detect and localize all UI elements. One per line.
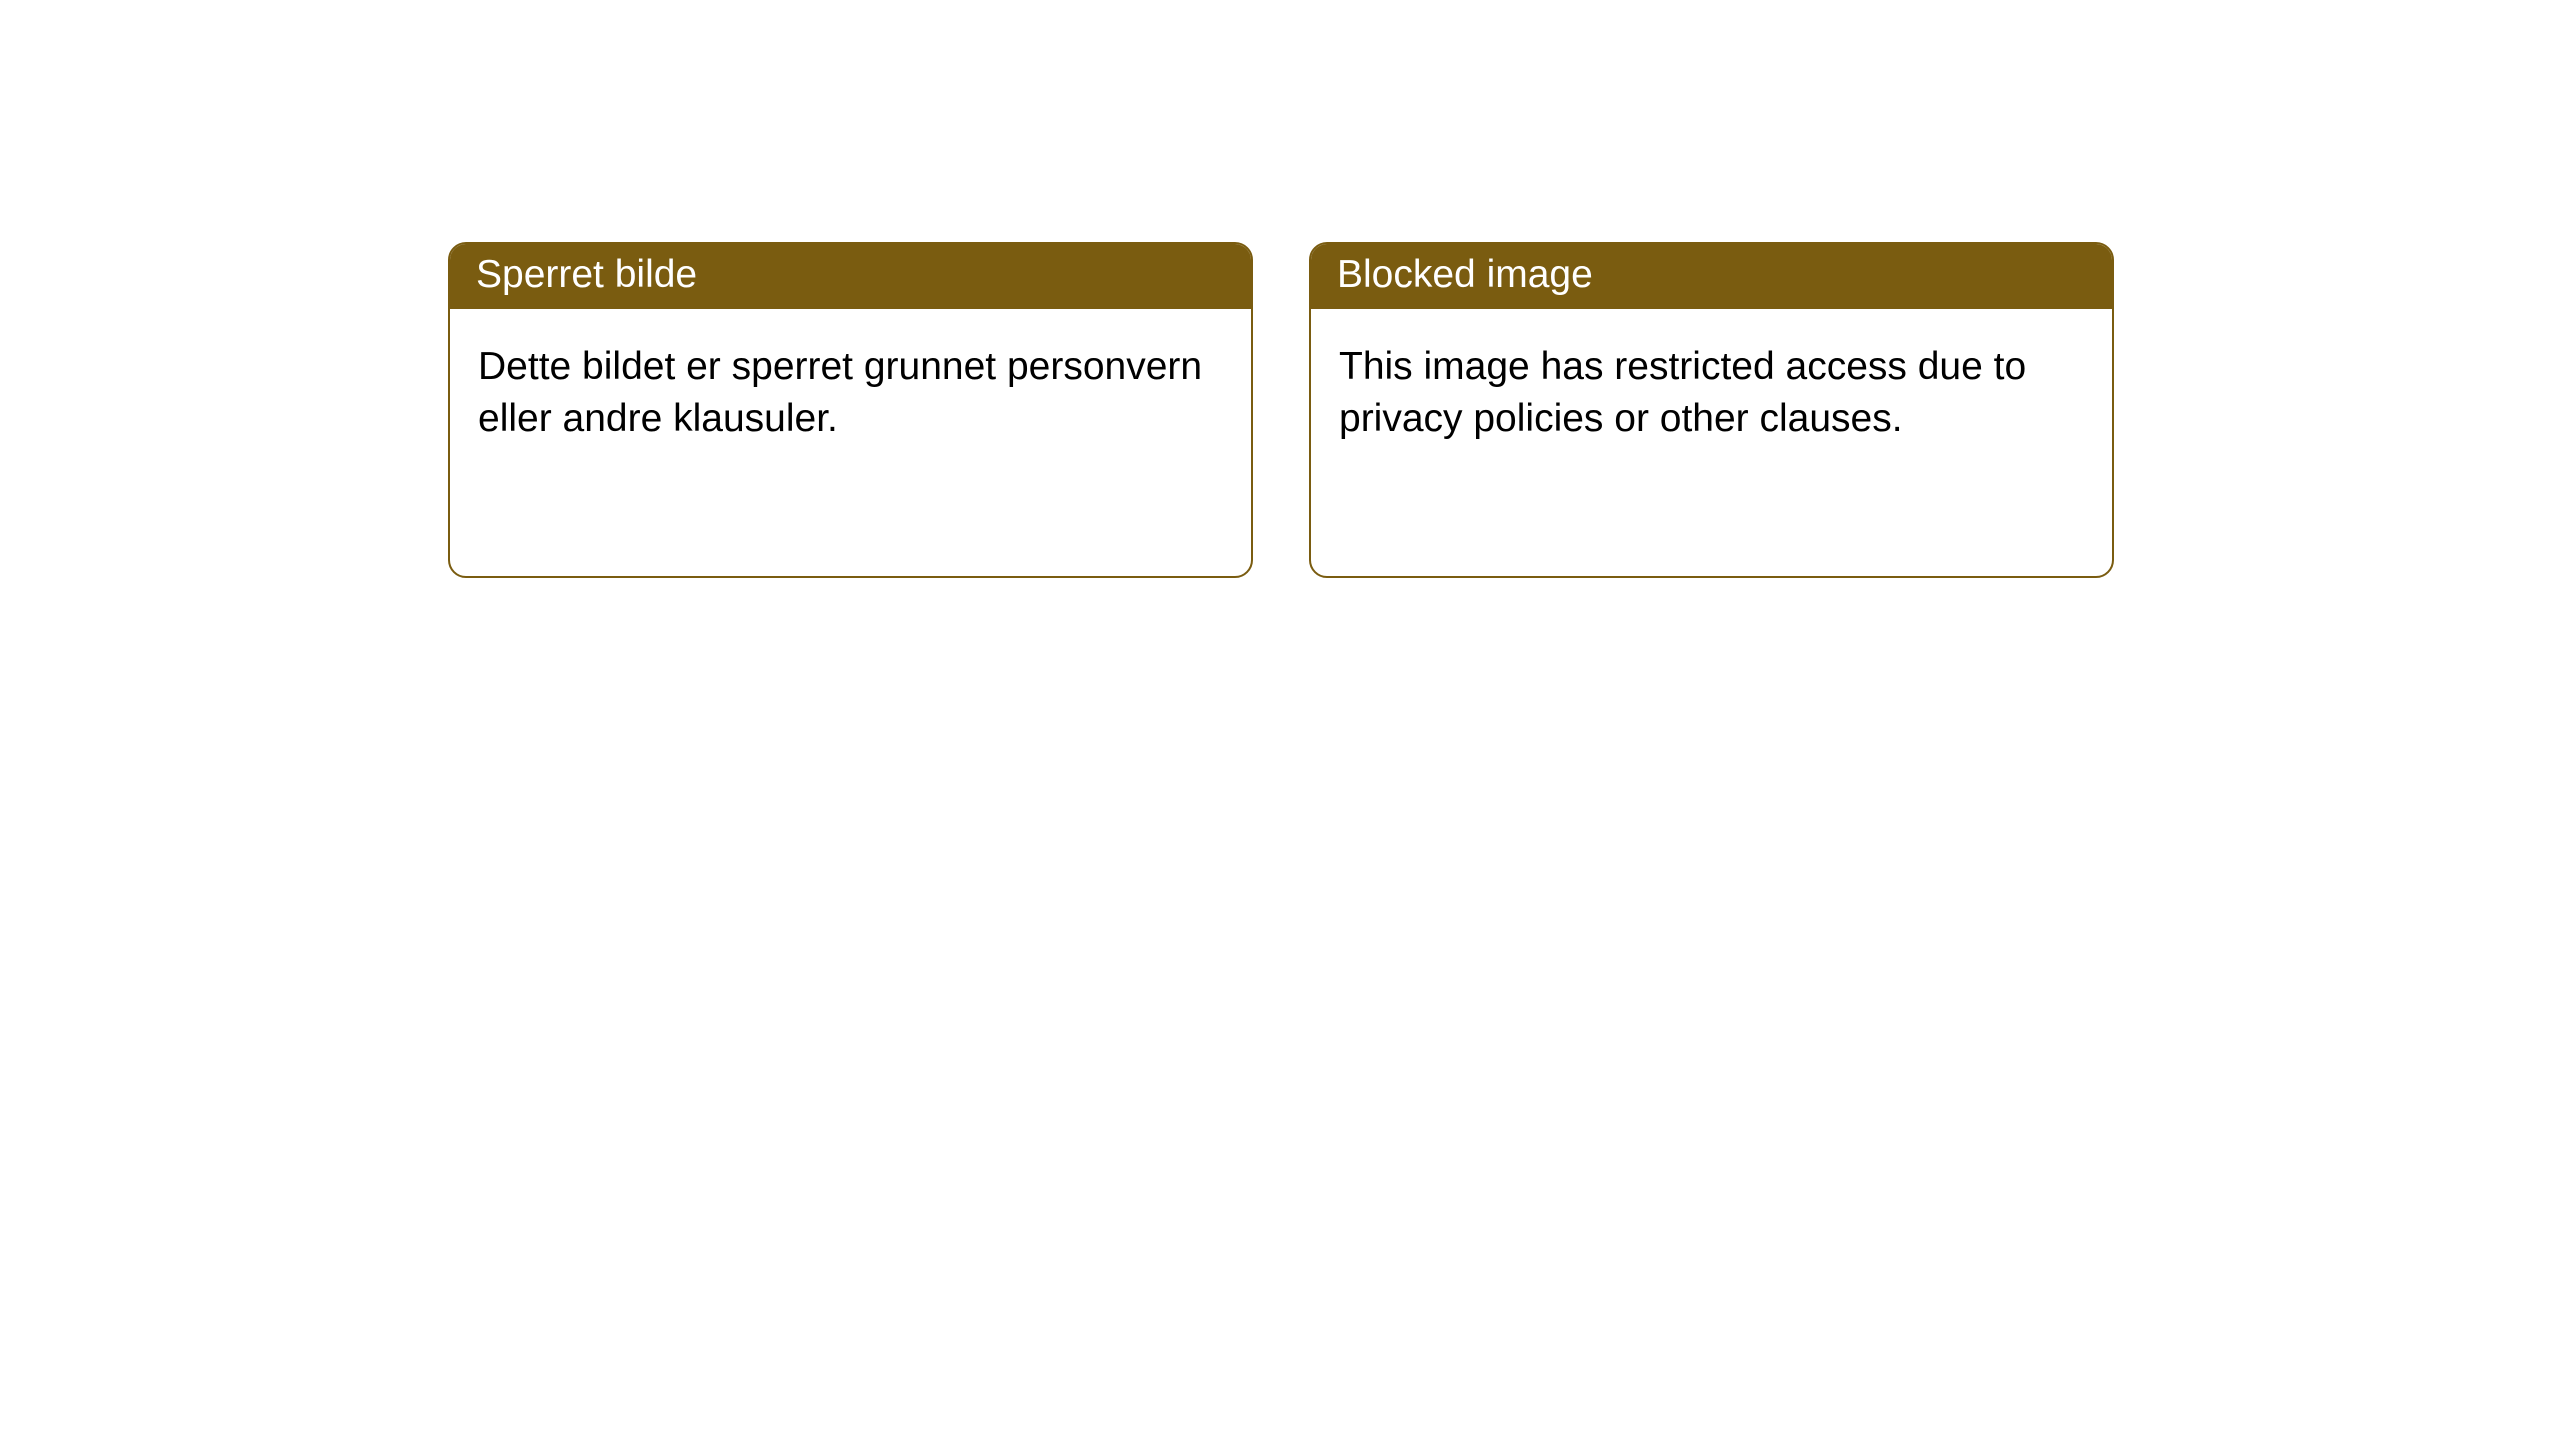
card-body-no: Dette bildet er sperret grunnet personve… xyxy=(450,309,1251,478)
blocked-image-card-no: Sperret bilde Dette bildet er sperret gr… xyxy=(448,242,1253,578)
card-header-no: Sperret bilde xyxy=(450,244,1251,309)
blocked-image-card-en: Blocked image This image has restricted … xyxy=(1309,242,2114,578)
notice-container: Sperret bilde Dette bildet er sperret gr… xyxy=(0,0,2560,578)
card-body-en: This image has restricted access due to … xyxy=(1311,309,2112,478)
card-header-en: Blocked image xyxy=(1311,244,2112,309)
